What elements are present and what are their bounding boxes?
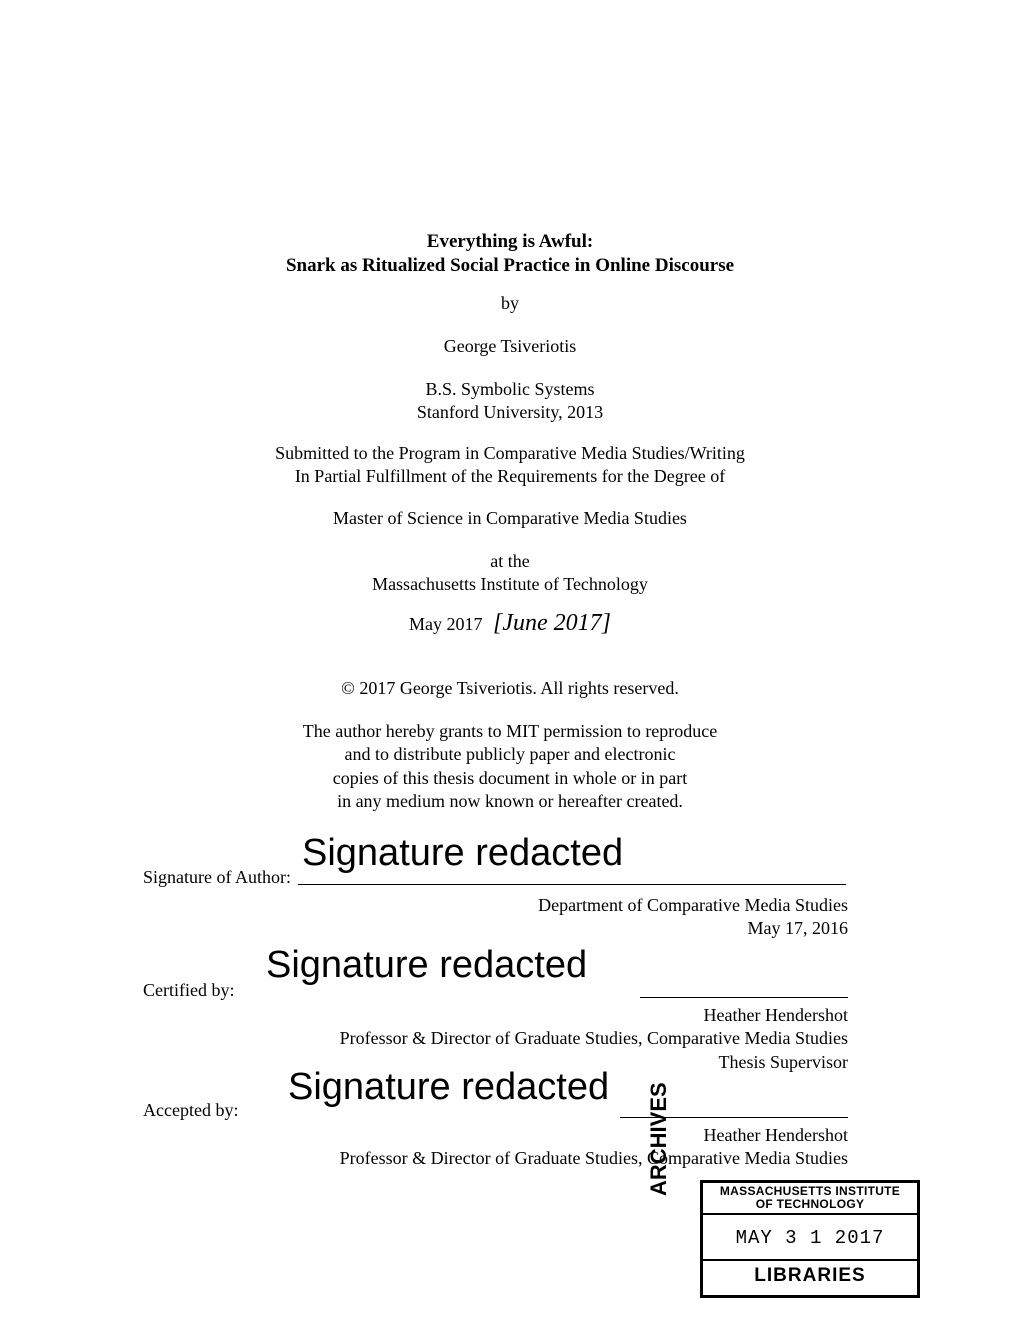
thesis-date: May 2017 [June 2017] <box>0 610 1020 637</box>
author-sign-date: May 17, 2016 <box>143 917 848 940</box>
library-stamp: MASSACHUSETTS INSTITUTE OF TECHNOLOGY MA… <box>700 1180 920 1298</box>
thesis-title: Everything is Awful: Snark as Ritualized… <box>0 230 1020 278</box>
submitted-line-2: In Partial Fulfillment of the Requiremen… <box>0 465 1020 488</box>
title-line-1: Everything is Awful: <box>0 230 1020 254</box>
signature-redacted-3: Signature redacted <box>288 1066 609 1109</box>
acceptor-title: Professor & Director of Graduate Studies… <box>143 1147 848 1170</box>
acceptor-block: Heather Hendershot Professor & Director … <box>143 1124 848 1171</box>
certifier-title: Professor & Director of Graduate Studies… <box>143 1027 848 1050</box>
previous-degree: B.S. Symbolic Systems Stanford Universit… <box>0 378 1020 425</box>
signature-redacted-2: Signature redacted <box>266 944 587 987</box>
title-line-2: Snark as Ritualized Social Practice in O… <box>0 254 1020 278</box>
degree-name: Master of Science in Comparative Media S… <box>0 508 1020 529</box>
author-department: Department of Comparative Media Studies … <box>143 894 848 941</box>
acceptor-name: Heather Hendershot <box>143 1124 848 1147</box>
copyright-notice: © 2017 George Tsiveriotis. All rights re… <box>0 678 1020 699</box>
institution: at the Massachusetts Institute of Techno… <box>0 550 1020 597</box>
permission-line-3: copies of this thesis document in whole … <box>0 767 1020 790</box>
stamp-libraries: LIBRARIES <box>703 1261 917 1287</box>
stamp-institution: MASSACHUSETTS INSTITUTE OF TECHNOLOGY <box>703 1183 917 1215</box>
certifier-name: Heather Hendershot <box>143 1004 848 1027</box>
signature-line-1 <box>298 884 846 885</box>
at-the: at the <box>0 550 1020 573</box>
stamp-date: MAY 3 1 2017 <box>703 1215 917 1261</box>
date-handwritten: [June 2017] <box>487 610 611 636</box>
prev-degree-line-2: Stanford University, 2013 <box>0 401 1020 424</box>
accepted-by-label: Accepted by: <box>143 1100 238 1121</box>
author-dept-name: Department of Comparative Media Studies <box>143 894 848 917</box>
permission-line-2: and to distribute publicly paper and ele… <box>0 743 1020 766</box>
archives-stamp: ARCHIVES <box>646 1086 672 1196</box>
signature-redacted-1: Signature redacted <box>302 832 623 875</box>
by-label: by <box>0 293 1020 314</box>
permission-statement: The author hereby grants to MIT permissi… <box>0 720 1020 814</box>
submitted-line-1: Submitted to the Program in Comparative … <box>0 442 1020 465</box>
signature-author-label: Signature of Author: <box>143 867 291 888</box>
certifier-block: Heather Hendershot Professor & Director … <box>143 1004 848 1074</box>
permission-line-1: The author hereby grants to MIT permissi… <box>0 720 1020 743</box>
stamp-inst-line-2: OF TECHNOLOGY <box>705 1198 915 1211</box>
date-printed: May 2017 <box>409 614 483 634</box>
institution-name: Massachusetts Institute of Technology <box>0 573 1020 596</box>
signature-line-2 <box>640 997 848 998</box>
permission-line-4: in any medium now known or hereafter cre… <box>0 790 1020 813</box>
prev-degree-line-1: B.S. Symbolic Systems <box>0 378 1020 401</box>
stamp-inst-line-1: MASSACHUSETTS INSTITUTE <box>705 1185 915 1198</box>
certified-by-label: Certified by: <box>143 980 234 1001</box>
author-name: George Tsiveriotis <box>0 336 1020 357</box>
thesis-title-page: Everything is Awful: Snark as Ritualized… <box>0 0 1020 1320</box>
submitted-statement: Submitted to the Program in Comparative … <box>0 442 1020 489</box>
